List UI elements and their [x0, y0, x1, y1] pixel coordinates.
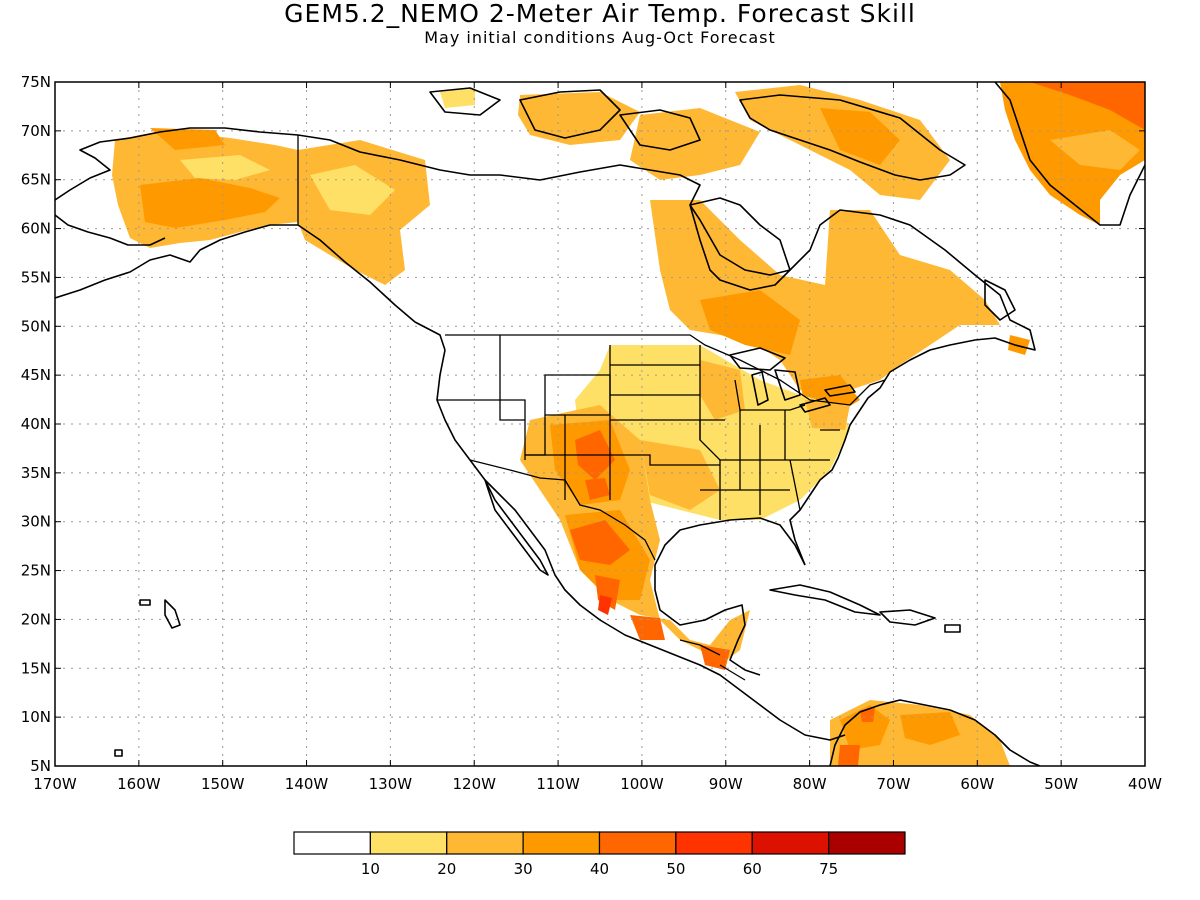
- lon-tick-label: 90W: [709, 775, 743, 793]
- lon-tick-label: 40W: [1128, 775, 1162, 793]
- political-borders: [297, 135, 886, 681]
- latitude-axis: 75N 70N 65N 60N 55N 50N 45N 40N 35N 30N 25N 20N 15N 1…: [21, 73, 1145, 775]
- lat-tick-label: 70N: [21, 122, 51, 140]
- lat-tick-label: 35N: [21, 464, 51, 482]
- lat-tick-label: 40N: [21, 415, 51, 433]
- lat-tick-label: 45N: [21, 366, 51, 384]
- lon-tick-label: 60W: [960, 775, 994, 793]
- map-title: GEM5.2_NEMO 2-Meter Air Temp. Forecast S…: [284, 0, 916, 28]
- lon-tick-label: 130W: [369, 775, 413, 793]
- lat-tick-label: 20N: [21, 610, 51, 628]
- colorbar-label: 40: [590, 860, 609, 878]
- colorbar: 10 20 30 40 50 60 75: [293, 831, 906, 878]
- lat-tick-label: 15N: [21, 659, 51, 677]
- lat-tick-label: 65N: [21, 171, 51, 189]
- lon-tick-label: 100W: [620, 775, 664, 793]
- lat-tick-label: 5N: [30, 757, 51, 775]
- lat-tick-label: 75N: [21, 73, 51, 91]
- colorbar-label: 30: [514, 860, 533, 878]
- lon-tick-label: 70W: [877, 775, 911, 793]
- lat-tick-label: 10N: [21, 708, 51, 726]
- colorbar-label: 10: [361, 860, 380, 878]
- colorbar-swatch: [293, 831, 371, 855]
- lon-tick-label: 50W: [1044, 775, 1078, 793]
- colorbar-swatch: [675, 831, 753, 855]
- lon-tick-label: 140W: [285, 775, 329, 793]
- colorbar-label: 75: [819, 860, 838, 878]
- longitude-axis: 170W 160W 150W 140W 130W 120W 110W 100W 90W 80W 70…: [33, 82, 1162, 793]
- lon-tick-label: 120W: [452, 775, 496, 793]
- colorbar-swatch: [751, 831, 830, 855]
- colorbar-label: 20: [437, 860, 456, 878]
- colorbar-swatch: [828, 831, 906, 855]
- gridlines: [55, 82, 1145, 766]
- lat-tick-label: 50N: [21, 317, 51, 335]
- colorbar-label: 60: [743, 860, 762, 878]
- colorbar-swatch: [522, 831, 601, 855]
- lon-tick-label: 150W: [201, 775, 245, 793]
- skill-shading: [112, 82, 1145, 766]
- coastlines: [55, 82, 1145, 766]
- colorbar-swatch: [598, 831, 677, 855]
- colorbar-swatch: [446, 831, 524, 855]
- lat-tick-label: 55N: [21, 268, 51, 286]
- lon-tick-label: 80W: [793, 775, 827, 793]
- lon-tick-label: 160W: [117, 775, 161, 793]
- lat-tick-label: 25N: [21, 562, 51, 580]
- lat-tick-label: 60N: [21, 220, 51, 238]
- lat-tick-label: 30N: [21, 513, 51, 531]
- map-subtitle: May initial conditions Aug-Oct Forecast: [424, 28, 776, 47]
- colorbar-swatch: [369, 831, 448, 855]
- colorbar-label: 50: [666, 860, 685, 878]
- lon-tick-label: 170W: [33, 775, 77, 793]
- lon-tick-label: 110W: [536, 775, 580, 793]
